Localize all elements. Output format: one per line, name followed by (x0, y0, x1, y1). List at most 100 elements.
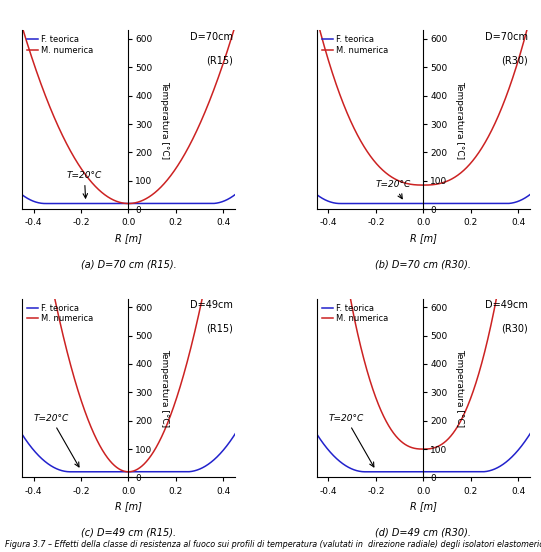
M. numerica (415, 182, 421, 188)
Text: D=49cm: D=49cm (190, 300, 233, 310)
M. numerica (18, 22, 25, 29)
F. teorica (232, 431, 239, 437)
Text: D=70cm: D=70cm (485, 32, 528, 42)
M. numerica (520, 275, 527, 282)
F. teorica (232, 191, 239, 198)
F. teorica (527, 191, 533, 198)
F. teorica (42, 200, 49, 207)
Line: M. numerica: M. numerica (316, 279, 530, 449)
M. numerica (420, 446, 426, 453)
F. teorica (469, 200, 475, 207)
Line: F. teorica: F. teorica (316, 434, 530, 472)
X-axis label: R [m]: R [m] (410, 501, 437, 511)
M. numerica (232, 22, 239, 29)
M. numerica (120, 200, 127, 206)
M. numerica (215, 275, 221, 282)
F. teorica (510, 199, 516, 206)
Text: T=20°C: T=20°C (376, 180, 411, 199)
F. teorica (120, 469, 127, 475)
Text: T=20°C: T=20°C (67, 171, 102, 198)
M. numerica (313, 275, 320, 282)
F. teorica (67, 469, 74, 475)
Text: (d) D=49 cm (R30).: (d) D=49 cm (R30). (375, 528, 471, 538)
F. teorica (469, 469, 475, 475)
Text: (R30): (R30) (502, 323, 528, 333)
F. teorica (226, 440, 232, 447)
M. numerica (108, 195, 115, 202)
M. numerica (510, 275, 516, 282)
Line: M. numerica: M. numerica (316, 18, 530, 185)
M. numerica (405, 443, 411, 449)
F. teorica (405, 200, 411, 207)
Y-axis label: Temperatura [°C]: Temperatura [°C] (455, 349, 464, 427)
Text: (b) D=70 cm (R30).: (b) D=70 cm (R30). (375, 259, 471, 269)
M. numerica (527, 14, 533, 21)
Line: F. teorica: F. teorica (316, 194, 530, 204)
F. teorica (415, 469, 421, 475)
F. teorica (405, 469, 411, 475)
M. numerica (125, 200, 131, 207)
F. teorica (403, 200, 410, 207)
M. numerica (313, 14, 320, 21)
F. teorica (403, 469, 410, 475)
Legend: F. teorica, M. numerica: F. teorica, M. numerica (321, 35, 389, 55)
X-axis label: R [m]: R [m] (115, 233, 142, 243)
F. teorica (337, 200, 344, 207)
M. numerica (18, 275, 25, 282)
Y-axis label: Temperatura [°C]: Temperatura [°C] (160, 81, 169, 159)
F. teorica (108, 469, 115, 475)
Line: F. teorica: F. teorica (22, 434, 235, 472)
M. numerica (215, 75, 221, 81)
Text: (c) D=49 cm (R15).: (c) D=49 cm (R15). (81, 528, 176, 538)
Y-axis label: Temperatura [°C]: Temperatura [°C] (455, 81, 464, 159)
M. numerica (469, 158, 475, 165)
Line: M. numerica: M. numerica (22, 25, 235, 204)
Y-axis label: Temperatura [°C]: Temperatura [°C] (160, 349, 169, 427)
F. teorica (520, 195, 527, 202)
M. numerica (110, 197, 116, 203)
F. teorica (415, 200, 421, 207)
Text: (R15): (R15) (206, 55, 233, 65)
F. teorica (18, 431, 25, 437)
F. teorica (108, 200, 115, 207)
F. teorica (174, 469, 180, 475)
M. numerica (510, 73, 516, 80)
Text: (R15): (R15) (206, 323, 233, 333)
M. numerica (232, 275, 239, 282)
F. teorica (174, 200, 180, 207)
F. teorica (510, 453, 516, 459)
Legend: F. teorica, M. numerica: F. teorica, M. numerica (321, 303, 389, 323)
F. teorica (215, 199, 221, 206)
M. numerica (520, 39, 527, 45)
M. numerica (110, 461, 116, 468)
Text: Figura 3.7 – Effetti della classe di resistenza al fuoco sui profili di temperat: Figura 3.7 – Effetti della classe di res… (5, 540, 541, 549)
Line: F. teorica: F. teorica (22, 194, 235, 204)
Text: D=49cm: D=49cm (485, 300, 528, 310)
X-axis label: R [m]: R [m] (115, 501, 142, 511)
F. teorica (226, 195, 232, 202)
F. teorica (313, 191, 320, 198)
F. teorica (110, 200, 116, 207)
Line: M. numerica: M. numerica (22, 279, 235, 472)
M. numerica (120, 468, 127, 474)
F. teorica (362, 469, 368, 475)
M. numerica (125, 469, 131, 475)
M. numerica (174, 163, 180, 170)
M. numerica (405, 181, 411, 187)
Text: T=20°C: T=20°C (328, 413, 374, 467)
F. teorica (215, 453, 221, 459)
M. numerica (403, 442, 410, 448)
Text: D=70cm: D=70cm (190, 32, 233, 42)
M. numerica (403, 180, 410, 187)
M. numerica (174, 394, 180, 400)
M. numerica (420, 182, 426, 188)
Text: (R30): (R30) (502, 55, 528, 65)
F. teorica (520, 440, 527, 447)
Legend: F. teorica, M. numerica: F. teorica, M. numerica (26, 35, 94, 55)
M. numerica (226, 275, 232, 282)
X-axis label: R [m]: R [m] (410, 233, 437, 243)
M. numerica (108, 459, 115, 466)
M. numerica (415, 445, 421, 452)
M. numerica (469, 392, 475, 399)
F. teorica (313, 431, 320, 437)
